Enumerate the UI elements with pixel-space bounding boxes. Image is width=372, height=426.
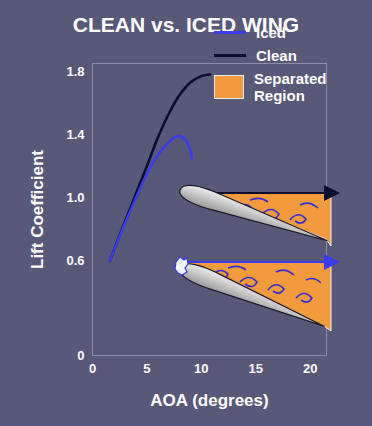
html-text:Iced: Iced [256,24,286,41]
svg-text:0: 0 [77,348,84,363]
svg-text:20: 20 [303,361,317,376]
svg-text:15: 15 [249,361,263,376]
html-text:Clean: Clean [256,47,297,64]
svg-text:1.8: 1.8 [66,64,84,79]
html-text:CLEAN vs. ICED WING: CLEAN vs. ICED WING [72,13,300,36]
svg-text:5: 5 [143,361,150,376]
svg-text:Lift Coefficient: Lift Coefficient [28,150,47,269]
svg-text:1.0: 1.0 [66,190,84,205]
svg-text:AOA (degrees): AOA (degrees) [150,391,268,410]
html-text:Separated Region: Separated Region [254,70,327,104]
svg-text:0.6: 0.6 [66,253,84,268]
svg-text:0: 0 [89,361,96,376]
svg-text:1.4: 1.4 [66,127,85,142]
svg-text:10: 10 [194,361,208,376]
